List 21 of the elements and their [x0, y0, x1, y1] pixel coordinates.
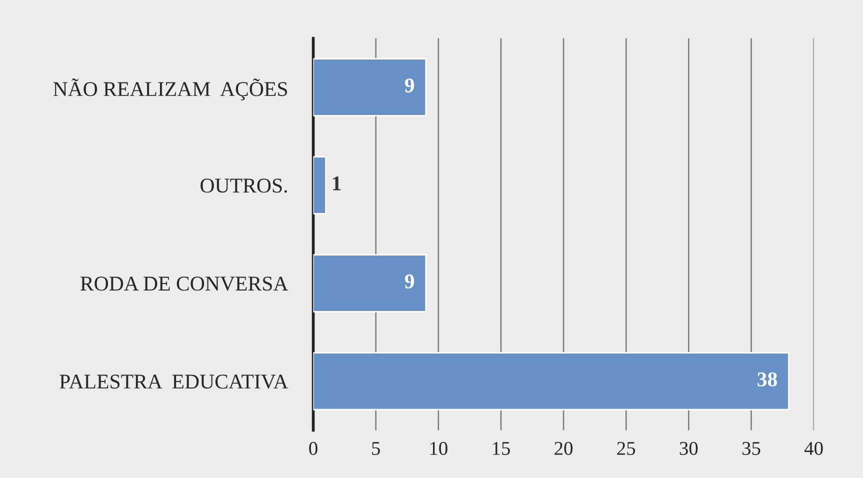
- x-tick-label: 35: [742, 442, 760, 455]
- y-tick-label: OUTROS.: [200, 178, 287, 193]
- x-tick-label: 30: [680, 442, 698, 455]
- bar: [313, 58, 427, 116]
- data-label: 9: [404, 274, 414, 288]
- bar: [313, 352, 790, 410]
- x-tick-label: 20: [554, 442, 573, 455]
- y-tick-label: PALESTRA EDUCATIVA: [60, 374, 288, 389]
- y-tick-label: RODA DE CONVERSA: [80, 276, 288, 291]
- data-label: 9: [404, 78, 414, 92]
- x-tick-label: 25: [617, 442, 636, 455]
- x-tick-label: 10: [430, 442, 448, 455]
- bar: [313, 254, 427, 312]
- data-label: 38: [758, 372, 777, 386]
- x-tick-label: 15: [492, 442, 510, 455]
- x-tick-label: 40: [804, 442, 823, 455]
- x-tick-label: 5: [372, 442, 380, 455]
- x-tick-label: 0: [309, 442, 318, 455]
- y-tick-label: NÃO REALIZAM AÇÕES: [53, 78, 287, 100]
- bar: [313, 156, 326, 214]
- data-label: 1: [333, 176, 341, 190]
